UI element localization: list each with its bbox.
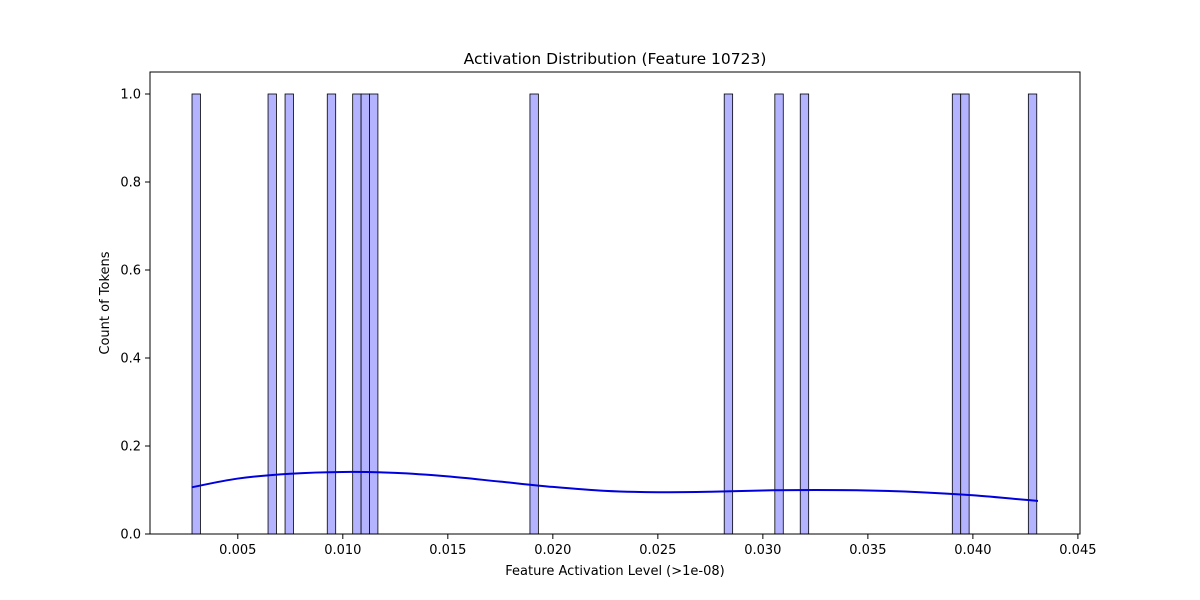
- x-tick-label-3: 0.020: [534, 543, 571, 558]
- histogram-bar-0: [191, 93, 201, 535]
- x-tick-label-2: 0.015: [429, 543, 466, 558]
- histogram-bar-3: [326, 93, 337, 535]
- histogram-bar-9: [774, 93, 784, 535]
- y-tick-label-3: 0.6: [120, 264, 141, 279]
- histogram-bar-10: [799, 93, 810, 535]
- histogram-bar-1: [267, 93, 277, 535]
- x-tick-label-6: 0.035: [849, 543, 886, 558]
- histogram-bar-4: [352, 93, 362, 535]
- y-tick-label-4: 0.8: [120, 176, 141, 191]
- histogram-bar-8: [723, 93, 734, 535]
- x-tick-label-5: 0.030: [744, 543, 781, 558]
- y-tick-label-2: 0.4: [120, 352, 141, 367]
- kde-curve: [191, 470, 1039, 502]
- histogram-bar-6: [369, 93, 379, 535]
- chart-title: Activation Distribution (Feature 10723): [464, 50, 767, 68]
- histogram-bars: [191, 93, 1038, 535]
- x-axis-ticks: 0.005 0.010 0.015 0.020 0.025 0.030 0.035 0.040…: [219, 534, 1097, 558]
- x-axis-label: Feature Activation Level (>1e-08): [505, 564, 724, 579]
- y-tick-label-1: 0.2: [120, 440, 141, 455]
- y-tick-label-5: 1.0: [120, 88, 141, 103]
- kde-curve-layer: [191, 470, 1039, 502]
- histogram-bar-11: [951, 93, 962, 535]
- x-tick-label-8: 0.045: [1059, 543, 1096, 558]
- plot-frame: [149, 71, 1081, 535]
- y-tick-label-0: 0.0: [120, 528, 141, 543]
- histogram-bar-2: [284, 93, 294, 535]
- x-tick-label-1: 0.010: [324, 543, 361, 558]
- x-tick-label-7: 0.040: [954, 543, 991, 558]
- histogram-bar-7: [529, 93, 539, 535]
- histogram-bar-12: [960, 93, 970, 535]
- y-axis-label: Count of Tokens: [98, 251, 113, 354]
- histogram-bar-5: [360, 93, 370, 535]
- y-axis-ticks: 0.0 0.2 0.4 0.6 0.8 1.0: [120, 88, 150, 543]
- x-tick-label-0: 0.005: [219, 543, 256, 558]
- x-tick-label-4: 0.025: [639, 543, 676, 558]
- histogram-bar-13: [1027, 93, 1038, 535]
